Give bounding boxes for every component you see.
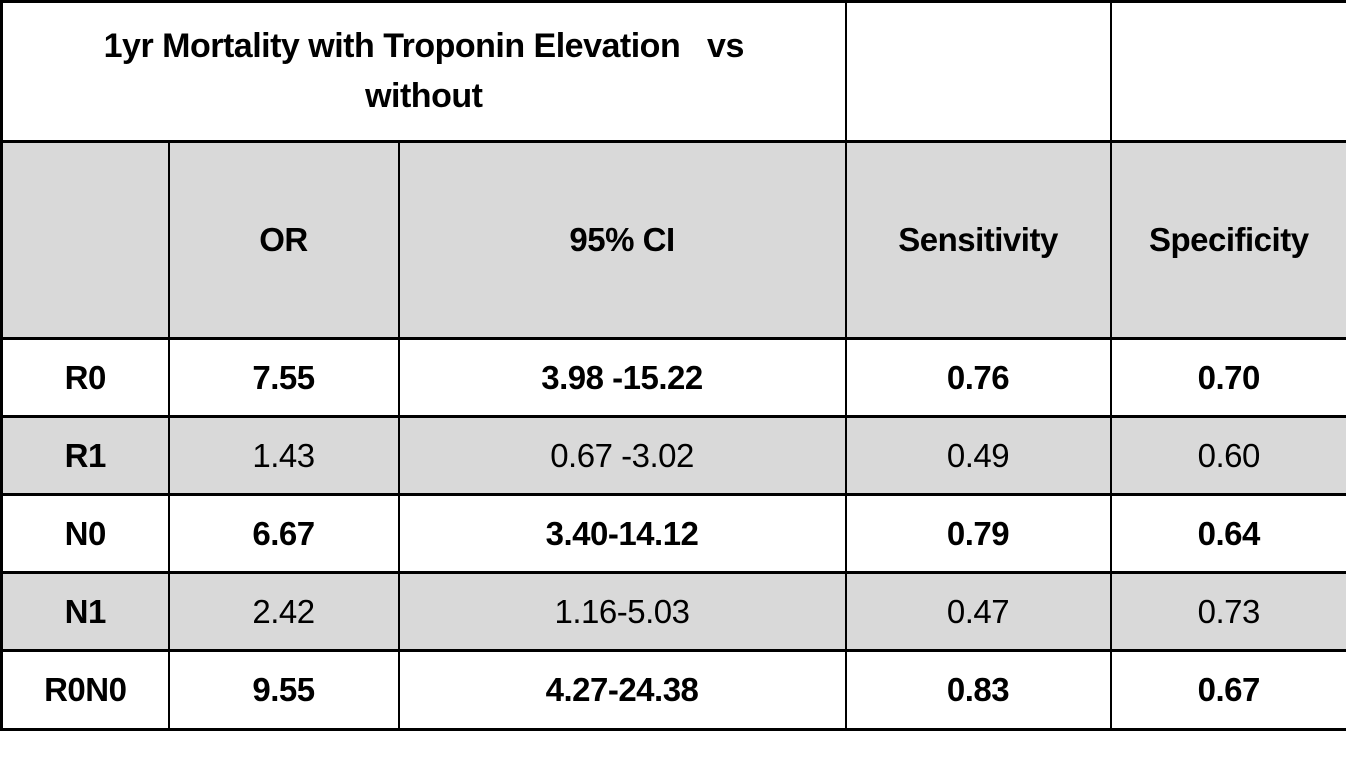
title-row-empty-cell-sensitivity: [844, 0, 1112, 143]
ci-value: 3.40-14.12: [397, 493, 847, 574]
row-label: N0: [0, 493, 170, 574]
sensitivity-value: 0.47: [844, 571, 1112, 652]
table-title-row: 1yr Mortality with Troponin Elevation vs…: [0, 0, 1346, 143]
header-cell-specificity: Specificity: [1109, 140, 1346, 340]
table-row: R0N0 9.55 4.27-24.38 0.83 0.67: [0, 649, 1346, 731]
mortality-results-table: 1yr Mortality with Troponin Elevation vs…: [0, 0, 1346, 731]
ci-value: 1.16-5.03: [397, 571, 847, 652]
ci-value: 3.98 -15.22: [397, 337, 847, 418]
header-cell-empty: [0, 140, 170, 340]
sensitivity-value: 0.76: [844, 337, 1112, 418]
table-header-row: OR 95% CI Sensitivity Specificity: [0, 140, 1346, 340]
specificity-value: 0.60: [1109, 415, 1346, 496]
ci-value: 0.67 -3.02: [397, 415, 847, 496]
or-value: 2.42: [167, 571, 400, 652]
specificity-value: 0.64: [1109, 493, 1346, 574]
sensitivity-value: 0.83: [844, 649, 1112, 731]
ci-value: 4.27-24.38: [397, 649, 847, 731]
sensitivity-value: 0.79: [844, 493, 1112, 574]
row-label: N1: [0, 571, 170, 652]
header-cell-sensitivity: Sensitivity: [844, 140, 1112, 340]
table-row: R1 1.43 0.67 -3.02 0.49 0.60: [0, 415, 1346, 496]
or-value: 7.55: [167, 337, 400, 418]
table-row: N0 6.67 3.40-14.12 0.79 0.64: [0, 493, 1346, 574]
specificity-value: 0.73: [1109, 571, 1346, 652]
specificity-value: 0.67: [1109, 649, 1346, 731]
title-row-empty-cell-specificity: [1109, 0, 1346, 143]
header-cell-or: OR: [167, 140, 400, 340]
or-value: 6.67: [167, 493, 400, 574]
header-cell-95ci: 95% CI: [397, 140, 847, 340]
row-label: R0: [0, 337, 170, 418]
row-label: R1: [0, 415, 170, 496]
row-label: R0N0: [0, 649, 170, 731]
or-value: 9.55: [167, 649, 400, 731]
or-value: 1.43: [167, 415, 400, 496]
specificity-value: 0.70: [1109, 337, 1346, 418]
table-title: 1yr Mortality with Troponin Elevation vs…: [0, 0, 847, 143]
table-row: R0 7.55 3.98 -15.22 0.76 0.70: [0, 337, 1346, 418]
sensitivity-value: 0.49: [844, 415, 1112, 496]
table-row: N1 2.42 1.16-5.03 0.47 0.73: [0, 571, 1346, 652]
